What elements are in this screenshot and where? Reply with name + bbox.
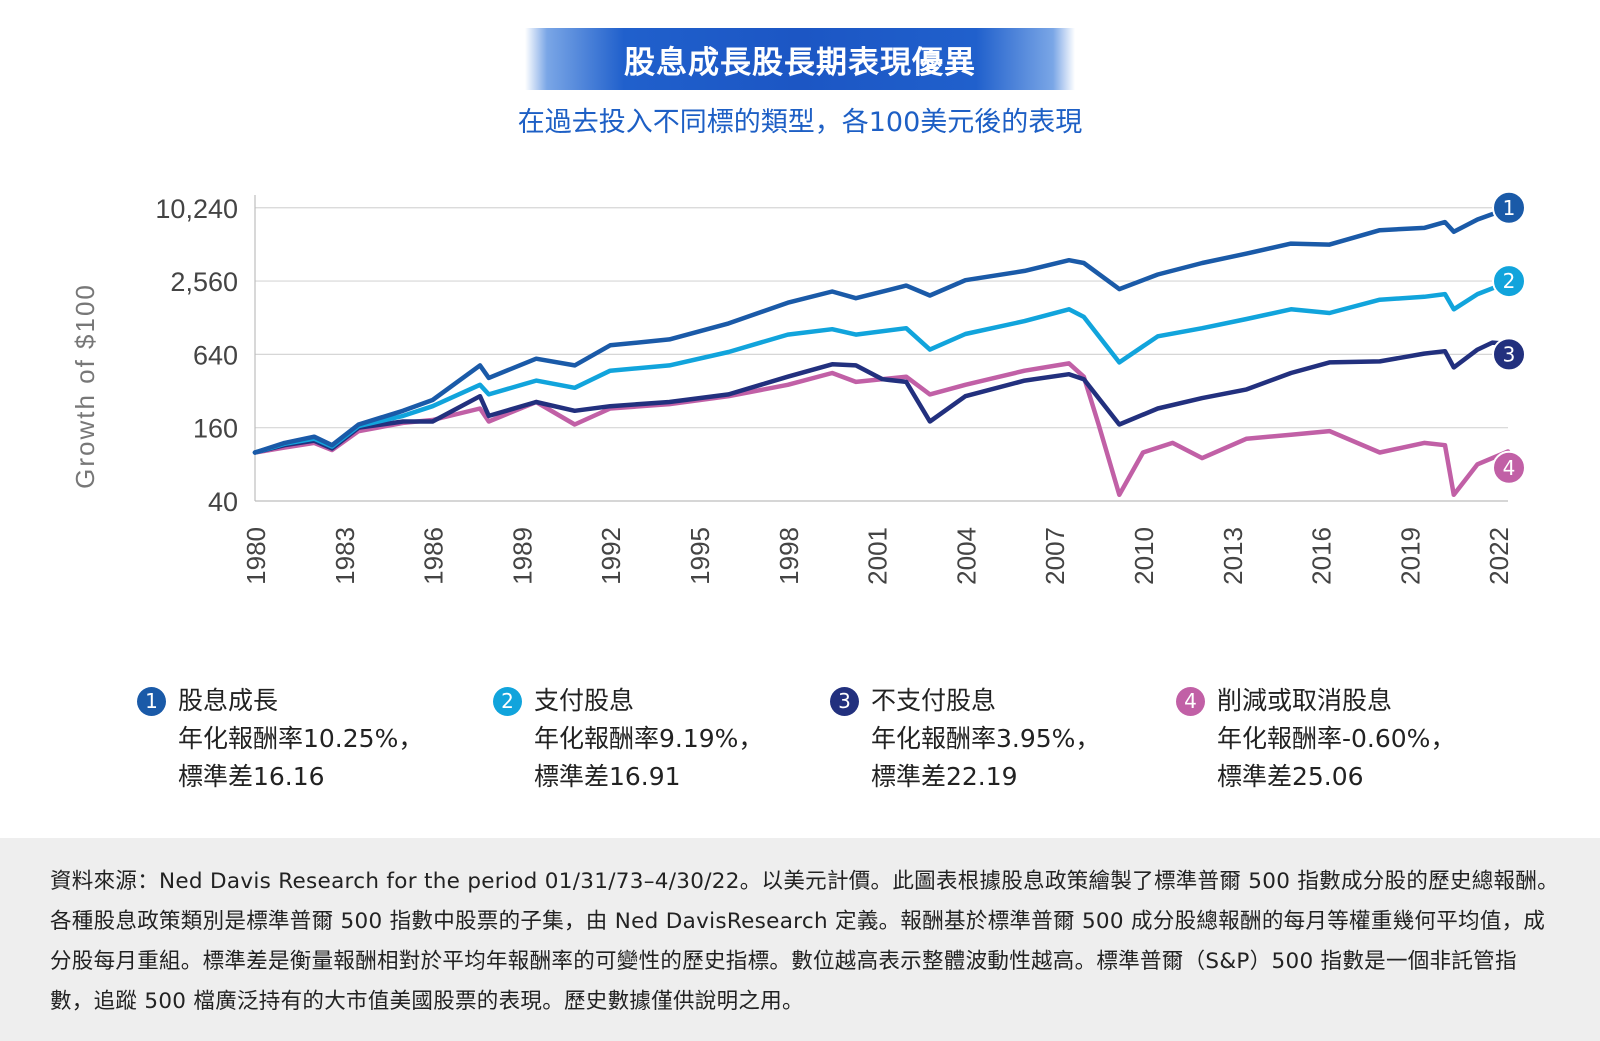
series-end-marker-label-3: 3 [1503, 342, 1516, 366]
series-end-marker-label-4: 4 [1503, 456, 1516, 480]
x-tick-label: 2016 [1307, 527, 1337, 585]
growth-chart: 10,240 2,560 640 160 40 Growth of $100 1980 198… [70, 190, 1526, 585]
legend-stdev-4: 標準差25.06 [1217, 762, 1364, 791]
x-tick-label: 2004 [951, 527, 981, 585]
x-tick-label: 1989 [507, 527, 537, 585]
legend-name-1: 股息成長 [178, 686, 279, 715]
x-tick-label: 1995 [685, 527, 715, 585]
series-line-4 [252, 361, 1511, 498]
legend-item-2: 2 支付股息 年化報酬率9.19%， 標準差16.91 [493, 682, 763, 796]
y-tick-label: 160 [193, 414, 238, 444]
legend-stdev-3: 標準差22.19 [871, 762, 1018, 791]
legend-item-1: 1 股息成長 年化報酬率10.25%， 標準差16.16 [137, 682, 423, 796]
legend-name-3: 不支付股息 [871, 686, 997, 715]
y-tick-label: 10,240 [155, 194, 238, 224]
x-tick-label: 1983 [330, 527, 360, 585]
legend-item-3: 3 不支付股息 年化報酬率3.95%， 標準差22.19 [830, 682, 1100, 796]
x-tick-label: 1998 [774, 527, 804, 585]
x-tick-label: 1986 [419, 527, 449, 585]
legend-return-2: 年化報酬率9.19%， [534, 724, 764, 753]
legend-marker-2: 2 [493, 686, 522, 716]
x-tick-label: 2013 [1218, 527, 1248, 585]
x-tick-label: 2019 [1395, 527, 1425, 585]
x-tick-label: 2001 [863, 527, 893, 585]
x-tick-label: 1992 [596, 527, 626, 585]
legend-item-4: 4 削減或取消股息 年化報酬率-0.60%， 標準差25.06 [1176, 682, 1455, 796]
series-end-marker-label-2: 2 [1503, 269, 1516, 293]
series-line-1 [252, 206, 1511, 455]
legend-return-1: 年化報酬率10.25%， [178, 724, 424, 753]
footer-note: 資料來源：Ned Davis Research for the period 0… [0, 838, 1600, 1041]
series-end-marker-1 [1492, 190, 1526, 225]
legend-return-4: 年化報酬率-0.60%， [1217, 724, 1456, 753]
y-tick-label: 2,560 [170, 267, 238, 297]
legend-return-3: 年化報酬率3.95%， [871, 724, 1101, 753]
series-line-2 [252, 280, 1511, 455]
series-end-marker-2 [1492, 264, 1526, 299]
legend-name-4: 削減或取消股息 [1217, 686, 1393, 715]
y-tick-label: 640 [193, 340, 238, 370]
x-tick-label: 1980 [241, 527, 271, 585]
series-end-marker-4 [1492, 450, 1526, 485]
series-end-marker-label-1: 1 [1503, 196, 1516, 220]
title-banner: 股息成長股長期表現優異 [525, 28, 1075, 90]
y-tick-label: 40 [208, 487, 238, 517]
footer-text: 資料來源：Ned Davis Research for the period 0… [50, 869, 1559, 1014]
legend-name-2: 支付股息 [534, 686, 635, 715]
y-axis-label: Growth of $100 [70, 283, 100, 489]
legend-marker-1: 1 [137, 686, 166, 716]
legend-marker-4: 4 [1176, 686, 1205, 716]
x-tick-label: 2022 [1484, 527, 1514, 585]
x-tick-label: 2007 [1040, 527, 1070, 585]
x-tick-label: 2010 [1129, 527, 1159, 585]
series-line-3 [252, 340, 1511, 455]
chart-subtitle: 在過去投入不同標的類型，各100美元後的表現 [517, 107, 1083, 138]
legend-marker-3: 3 [830, 686, 859, 716]
chart-title: 股息成長股長期表現優異 [624, 44, 976, 81]
series-end-marker-3 [1492, 337, 1526, 372]
legend-stdev-2: 標準差16.91 [534, 762, 681, 791]
legend-stdev-1: 標準差16.16 [178, 762, 325, 791]
